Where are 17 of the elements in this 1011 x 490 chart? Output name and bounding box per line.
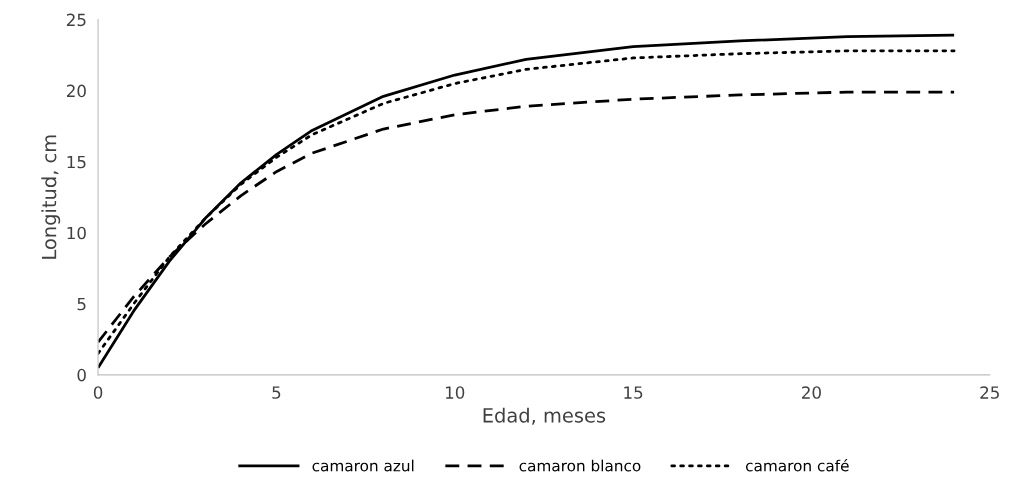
- x-tick-label: 0: [93, 386, 103, 399]
- y-tick-label: 5: [77, 297, 86, 311]
- y-tick-label: 10: [67, 226, 86, 240]
- y-tick-label: 15: [67, 155, 86, 169]
- y-tick-label: 0: [77, 368, 86, 382]
- x-axis-title: Edad, meses: [483, 407, 606, 425]
- x-tick-label: 10: [445, 386, 465, 399]
- legend-label: camaron café: [745, 459, 849, 472]
- y-tick-label: 20: [66, 84, 86, 98]
- x-tick-label: 5: [272, 386, 281, 399]
- y-tick-label: 25: [66, 13, 86, 27]
- x-tick-label: 20: [802, 386, 821, 399]
- x-tick-label: 15: [624, 386, 643, 399]
- y-axis-title: Longitud, cm: [41, 135, 61, 259]
- legend-label: camaron blanco: [519, 459, 641, 472]
- x-tick-label: 25: [980, 386, 999, 399]
- legend-label: camaron azul: [312, 459, 414, 472]
